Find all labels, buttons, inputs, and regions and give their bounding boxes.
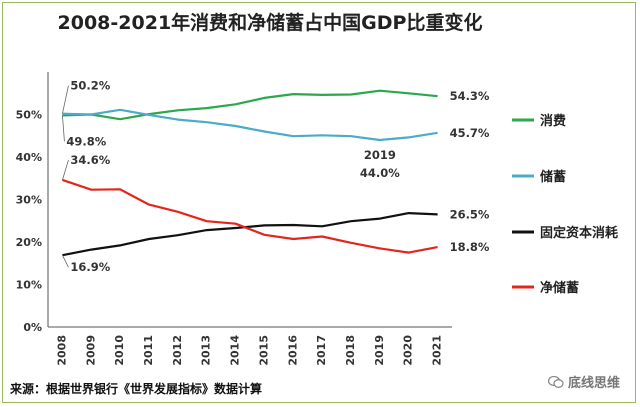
chart-title: 2008-2021年消费和净储蓄占中国GDP比重变化 — [57, 12, 483, 34]
data-label: 18.8% — [450, 240, 490, 254]
chart-frame — [2, 2, 636, 403]
x-tick-label: 2011 — [142, 335, 155, 366]
y-tick-label: 30% — [16, 194, 42, 207]
x-tick-label: 2019 — [373, 335, 386, 366]
data-label: 54.3% — [450, 89, 490, 103]
x-tick-label: 2017 — [315, 335, 328, 366]
watermark-text: 底线思维 — [568, 376, 621, 391]
x-tick-label: 2018 — [344, 335, 357, 366]
x-tick-label: 2012 — [171, 335, 184, 366]
y-tick-label: 20% — [16, 236, 42, 249]
x-tick-label: 2009 — [84, 335, 97, 366]
series-line-4 — [62, 178, 438, 254]
data-label: 44.0% — [360, 166, 400, 180]
x-tick-label: 2010 — [113, 335, 126, 366]
y-tick-label: 40% — [16, 151, 42, 164]
data-label: 26.5% — [450, 207, 490, 221]
legend-label: 固定资本消耗 — [540, 225, 618, 241]
annotation-leader — [62, 254, 69, 268]
source-note: 来源：根据世界银行《世界发展指标》数据计算 — [10, 382, 263, 396]
x-tick-label: 2021 — [431, 335, 444, 366]
y-tick-label: 50% — [16, 109, 42, 122]
x-tick-label: 2008 — [55, 335, 68, 366]
x-tick-label: 2015 — [257, 335, 270, 366]
watermark: 底线思维 — [547, 372, 621, 391]
y-tick-label: 10% — [16, 279, 42, 292]
annotation-leader — [62, 159, 69, 181]
data-label: 49.8% — [66, 134, 106, 148]
y-tick-label: 0% — [23, 321, 42, 334]
legend-label: 净储蓄 — [540, 280, 579, 296]
x-tick-label: 2013 — [200, 335, 213, 366]
legend-label: 消费 — [540, 113, 566, 129]
data-label: 34.6% — [70, 153, 110, 167]
data-label: 16.9% — [70, 260, 110, 274]
annotation-leader — [62, 85, 69, 114]
annotation-leader — [62, 115, 65, 142]
x-tick-label: 2016 — [286, 335, 299, 366]
data-label: 50.2% — [70, 79, 110, 93]
series-line-2 — [62, 108, 438, 142]
series-line-1 — [62, 89, 438, 121]
x-tick-label: 2014 — [229, 335, 242, 366]
x-tick-label: 2020 — [402, 335, 415, 366]
series-line-3 — [62, 212, 438, 257]
data-label: 45.7% — [450, 126, 490, 140]
legend-label: 储蓄 — [539, 169, 566, 185]
wechat-icon — [547, 375, 564, 391]
data-label: 2019 — [364, 148, 396, 162]
